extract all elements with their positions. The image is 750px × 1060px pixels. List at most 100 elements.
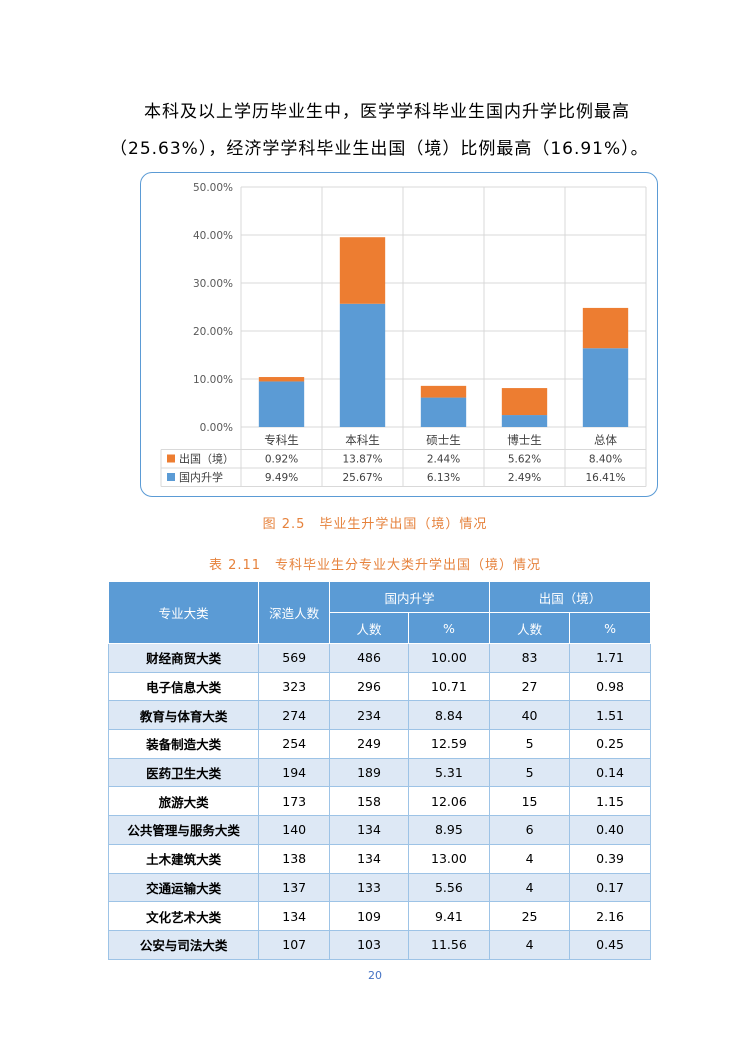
domestic-pct-cell: 10.00 xyxy=(407,643,490,673)
major-table: 专业大类 深造人数 国内升学 出国（境） 人数 % 人数 % 财经商贸大类 569… xyxy=(107,581,652,960)
domestic-count-cell: 103 xyxy=(329,929,409,960)
figure-caption: 图 2.5 毕业生升学出国（境）情况 xyxy=(262,517,488,532)
domestic-pct-cell: 12.59 xyxy=(407,729,490,759)
series-name: 出国（境） xyxy=(179,452,234,466)
further-count-cell: 134 xyxy=(258,901,331,931)
data-label: 2.44% xyxy=(427,454,460,466)
data-label: 16.41% xyxy=(585,472,625,484)
domestic-pct-cell: 5.56 xyxy=(407,872,490,903)
legend-key-domestic xyxy=(167,473,175,481)
bar-abroad xyxy=(258,377,305,382)
abroad-count-cell: 27 xyxy=(488,671,571,702)
major-name-cell: 财经商贸大类 xyxy=(107,643,260,673)
domestic-count-cell: 189 xyxy=(329,757,409,788)
domestic-count-cell: 109 xyxy=(329,901,409,931)
y-tick-label: 20.00% xyxy=(193,326,233,338)
further-count-cell: 107 xyxy=(258,929,331,960)
major-name-cell: 文化艺术大类 xyxy=(107,901,260,931)
further-count-cell: 138 xyxy=(258,843,331,874)
further-count-cell: 274 xyxy=(258,700,331,731)
category-label: 本科生 xyxy=(345,433,380,447)
bar-abroad xyxy=(582,307,629,349)
domestic-pct-cell: 8.84 xyxy=(407,700,490,731)
domestic-count-cell: 133 xyxy=(329,872,409,903)
data-label: 13.87% xyxy=(342,454,382,466)
abroad-count-cell: 4 xyxy=(488,872,571,903)
abroad-pct-cell: 0.25 xyxy=(569,729,651,759)
series-name: 国内升学 xyxy=(179,470,223,484)
bar-domestic xyxy=(501,415,548,427)
table-row: 公安与司法大类 107 103 11.56 4 0.45 xyxy=(107,929,651,960)
legend-key-abroad xyxy=(167,454,175,463)
abroad-count-cell: 4 xyxy=(488,843,571,874)
further-count-cell: 140 xyxy=(258,815,331,845)
further-count-cell: 137 xyxy=(258,872,331,903)
bar-domestic xyxy=(420,397,467,427)
table-row: 交通运输大类 137 133 5.56 4 0.17 xyxy=(107,872,651,903)
major-name-cell: 旅游大类 xyxy=(107,786,260,817)
bar-abroad xyxy=(501,388,548,416)
header-abroad: 出国（境） xyxy=(488,581,652,613)
further-count-cell: 173 xyxy=(258,786,331,817)
data-label: 6.13% xyxy=(427,472,460,484)
major-name-cell: 装备制造大类 xyxy=(107,729,260,759)
header-domestic-count: 人数 xyxy=(329,612,409,644)
domestic-count-cell: 234 xyxy=(329,700,409,731)
table-row: 旅游大类 173 158 12.06 15 1.15 xyxy=(107,786,651,817)
table-row: 装备制造大类 254 249 12.59 5 0.25 xyxy=(107,729,651,759)
header-abroad-pct: % xyxy=(569,612,651,644)
header-further: 深造人数 xyxy=(258,581,331,644)
abroad-pct-cell: 0.40 xyxy=(569,815,651,845)
abroad-pct-cell: 0.17 xyxy=(569,872,651,903)
y-tick-label: 50.00% xyxy=(193,182,233,194)
major-name-cell: 交通运输大类 xyxy=(107,872,260,903)
category-label: 硕士生 xyxy=(426,433,461,447)
y-tick-label: 40.00% xyxy=(193,230,233,242)
abroad-count-cell: 5 xyxy=(488,757,571,788)
domestic-count-cell: 134 xyxy=(329,843,409,874)
y-tick-label: 10.00% xyxy=(193,374,233,386)
table-row: 财经商贸大类 569 486 10.00 83 1.71 xyxy=(107,643,651,673)
major-name-cell: 教育与体育大类 xyxy=(107,700,260,731)
major-name-cell: 公安与司法大类 xyxy=(107,929,260,960)
header-domestic-pct: % xyxy=(407,612,490,644)
header-major: 专业大类 xyxy=(107,581,260,644)
domestic-pct-cell: 9.41 xyxy=(407,901,490,931)
chart-container: 0.00% 10.00% 20.00% 30.00% 40.00% 50.00% 专科生 本科… xyxy=(140,172,658,497)
domestic-pct-cell: 11.56 xyxy=(407,929,490,960)
domestic-pct-cell: 10.71 xyxy=(407,671,490,702)
abroad-pct-cell: 0.14 xyxy=(569,757,651,788)
bar-domestic xyxy=(258,381,305,427)
bar-abroad xyxy=(339,237,386,304)
y-tick-label: 0.00% xyxy=(200,422,233,434)
major-name-cell: 电子信息大类 xyxy=(107,671,260,702)
abroad-pct-cell: 0.98 xyxy=(569,671,651,702)
table-row: 医药卫生大类 194 189 5.31 5 0.14 xyxy=(107,757,651,788)
abroad-count-cell: 25 xyxy=(488,901,571,931)
abroad-count-cell: 4 xyxy=(488,929,571,960)
table-row: 公共管理与服务大类 140 134 8.95 6 0.40 xyxy=(107,815,651,845)
domestic-pct-cell: 5.31 xyxy=(407,757,490,788)
data-label: 25.67% xyxy=(342,472,382,484)
major-table-body: 财经商贸大类 569 486 10.00 83 1.71 电子信息大类 323 296 10.71… xyxy=(107,643,651,960)
abroad-pct-cell: 2.16 xyxy=(569,901,651,931)
domestic-count-cell: 158 xyxy=(329,786,409,817)
y-tick-label: 30.00% xyxy=(193,278,233,290)
bar-abroad xyxy=(420,385,467,398)
abroad-pct-cell: 0.39 xyxy=(569,843,651,874)
data-label: 5.62% xyxy=(508,454,541,466)
category-label: 专科生 xyxy=(264,433,299,447)
abroad-pct-cell: 1.15 xyxy=(569,786,651,817)
further-count-cell: 323 xyxy=(258,671,331,702)
page-number: 20 xyxy=(368,969,382,982)
domestic-count-cell: 296 xyxy=(329,671,409,702)
table-row: 土木建筑大类 138 134 13.00 4 0.39 xyxy=(107,843,651,874)
domestic-pct-cell: 13.00 xyxy=(407,843,490,874)
table-caption: 表 2.11 专科毕业生分专业大类升学出国（境）情况 xyxy=(208,558,542,573)
domestic-count-cell: 486 xyxy=(329,643,409,673)
further-count-cell: 194 xyxy=(258,757,331,788)
table-row: 电子信息大类 323 296 10.71 27 0.98 xyxy=(107,671,651,702)
data-label: 8.40% xyxy=(589,454,622,466)
abroad-count-cell: 40 xyxy=(488,700,571,731)
major-name-cell: 土木建筑大类 xyxy=(107,843,260,874)
